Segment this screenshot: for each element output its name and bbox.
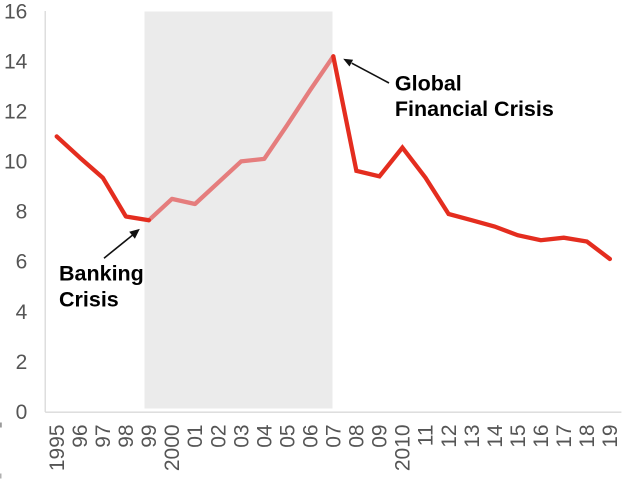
svg-text:12: 12 [4,101,27,124]
svg-text:13: 13 [461,424,484,447]
svg-text:2010: 2010 [392,424,415,471]
svg-text:19: 19 [599,424,622,447]
svg-text:07: 07 [323,424,346,447]
svg-text:Banking: Banking [59,262,144,286]
svg-text:03: 03 [230,424,253,447]
svg-text:17: 17 [553,424,576,447]
svg-text:12: 12 [438,424,461,447]
svg-text:16: 16 [530,424,553,447]
svg-text:Financial Crisis: Financial Crisis [395,97,554,121]
svg-text:09: 09 [369,424,392,447]
svg-text:10: 10 [4,151,27,174]
svg-text:96: 96 [69,424,92,447]
svg-text:15: 15 [507,424,530,447]
svg-text:98: 98 [115,424,138,447]
svg-text:Global: Global [395,71,462,95]
svg-text:1995: 1995 [46,424,69,471]
svg-text:97: 97 [92,424,115,447]
svg-text:2: 2 [16,351,28,374]
svg-text:04: 04 [253,424,276,448]
svg-text:02: 02 [207,424,230,447]
svg-text:01: 01 [184,424,207,447]
svg-text:4: 4 [16,301,28,324]
svg-text:06: 06 [299,424,322,447]
svg-text:2000: 2000 [161,424,184,471]
svg-text:05: 05 [276,424,299,447]
svg-text:18: 18 [576,424,599,447]
svg-text:14: 14 [4,51,28,74]
svg-text:11: 11 [415,424,438,446]
svg-text:6: 6 [16,251,28,274]
svg-text:14: 14 [484,424,507,448]
svg-text:08: 08 [346,424,369,447]
svg-text:99: 99 [138,424,161,447]
svg-text:8: 8 [16,201,28,224]
svg-text:Crisis: Crisis [59,287,119,311]
svg-text:16: 16 [4,0,27,23]
svg-text:0: 0 [16,401,28,424]
